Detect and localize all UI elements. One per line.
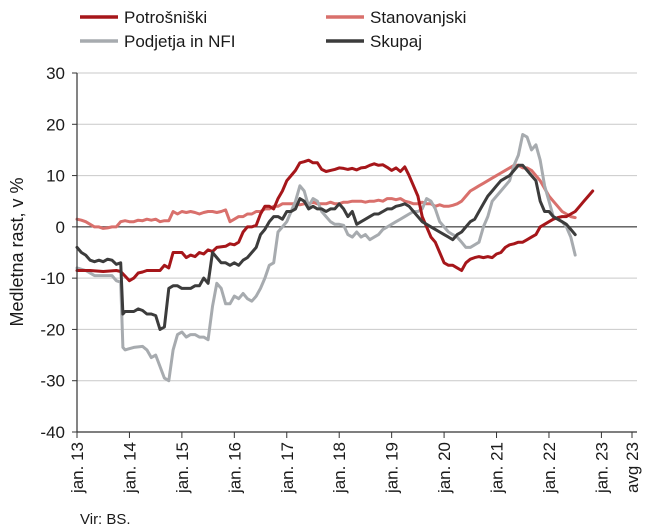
- y-tick-label: 20: [46, 115, 65, 134]
- x-tick-label: jan. 23: [592, 442, 611, 494]
- x-tick-label: jan. 13: [68, 442, 87, 494]
- y-tick-label: -30: [40, 372, 65, 391]
- y-tick-label: -10: [40, 269, 65, 288]
- legend-label-3: Skupaj: [370, 32, 422, 51]
- x-tick-labels: jan. 13 jan. 14 jan. 15 jan. 16 jan. 17 jan. …: [68, 442, 642, 494]
- x-tick-label: jan. 17: [278, 442, 297, 494]
- series-line-2: [75, 133, 577, 383]
- series-line-0: [75, 158, 595, 283]
- x-tick-label: jan. 18: [330, 442, 349, 494]
- source-note: Vir: BS.: [80, 511, 131, 528]
- x-tick-label: avg 23: [623, 442, 642, 493]
- x-tick-label: jan. 15: [173, 442, 192, 494]
- axes: [72, 72, 637, 438]
- series-line-3: [75, 163, 577, 331]
- y-tick-label: -40: [40, 423, 65, 442]
- legend-label-2: Podjetja in NFI: [124, 32, 236, 51]
- y-tick-labels: 30 20 10 0 -10 -20 -30 -40: [40, 64, 65, 442]
- series-line-1: [75, 163, 577, 230]
- y-tick-label: 10: [46, 167, 65, 186]
- legend-label-0: Potrošniški: [124, 8, 207, 27]
- x-tick-label: jan. 19: [383, 442, 402, 494]
- y-tick-label: 30: [46, 64, 65, 83]
- y-tick-label: -20: [40, 320, 65, 339]
- series-lines: [75, 133, 595, 383]
- x-tick-label: jan. 14: [120, 442, 139, 494]
- x-tick-label: jan. 22: [540, 442, 559, 494]
- y-tick-label: 0: [56, 218, 65, 237]
- x-tick-label: jan. 16: [225, 442, 244, 494]
- grid-lines: [77, 72, 637, 433]
- legend: Potrošniški Stanovanjski Podjetja in NFI Sk…: [80, 8, 466, 51]
- x-tick-label: jan. 20: [435, 442, 454, 494]
- y-axis-title: Medletna rast, v %: [7, 177, 27, 326]
- legend-label-1: Stanovanjski: [370, 8, 466, 27]
- x-tick-label: jan. 21: [488, 442, 507, 494]
